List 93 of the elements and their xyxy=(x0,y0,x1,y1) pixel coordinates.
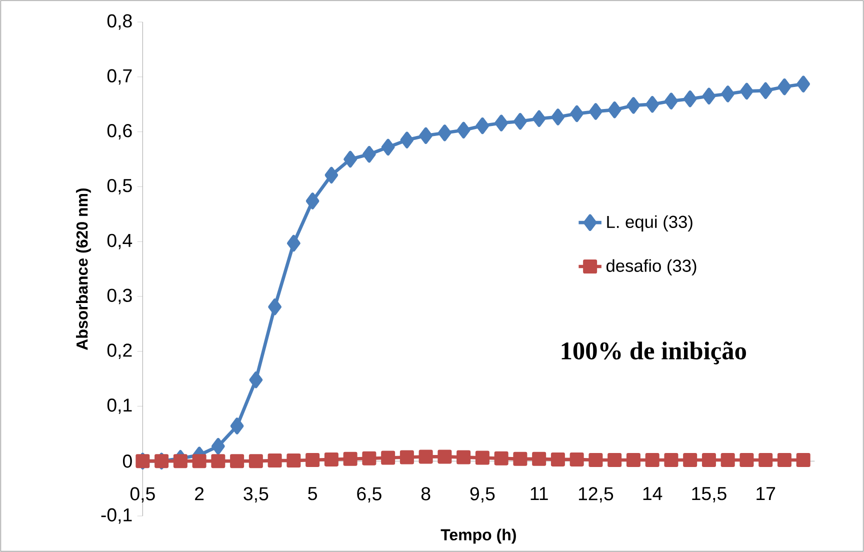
y-tick-label: -0,1 xyxy=(101,508,132,524)
point xyxy=(456,122,470,138)
x-tick-label: 2 xyxy=(195,487,204,500)
point xyxy=(551,108,565,126)
point xyxy=(381,138,395,156)
point xyxy=(173,454,188,468)
annotation: 100% de inibição xyxy=(562,342,746,364)
y-tick-label: 0 xyxy=(122,454,132,468)
point xyxy=(570,105,584,122)
y-tick-label: 0,4 xyxy=(107,234,132,250)
legend-label: L. equi (33) xyxy=(607,215,692,232)
x-tick-label: 0,5 xyxy=(130,487,155,503)
y-tick-label: 0,7 xyxy=(107,69,132,85)
point xyxy=(740,82,754,100)
point xyxy=(212,438,225,455)
point xyxy=(381,450,396,465)
point xyxy=(476,117,490,134)
point xyxy=(475,450,490,465)
x-tick-label: 5 xyxy=(308,487,317,500)
point xyxy=(248,454,263,468)
x-axis-title: Tempo (h) xyxy=(440,528,516,544)
point xyxy=(324,166,338,184)
x-tick-label: 11 xyxy=(530,487,548,500)
x-tick-label: 17 xyxy=(756,487,776,500)
x-tick-label: 3,5 xyxy=(244,487,268,503)
point xyxy=(230,418,244,434)
point xyxy=(702,88,716,104)
point xyxy=(796,76,810,92)
point xyxy=(456,450,471,464)
x-tick-label: 9,5 xyxy=(470,487,495,503)
point xyxy=(268,454,282,468)
point xyxy=(626,453,640,468)
point xyxy=(664,453,678,468)
point xyxy=(683,90,697,108)
point xyxy=(758,453,773,468)
point xyxy=(268,298,282,316)
point xyxy=(418,450,433,464)
point xyxy=(419,127,432,144)
x-tick-label: 15,5 xyxy=(692,487,726,502)
point xyxy=(608,101,622,118)
point xyxy=(438,124,452,142)
point xyxy=(588,453,603,468)
point xyxy=(532,110,546,127)
point xyxy=(344,150,357,168)
y-tick-label: 0,2 xyxy=(107,344,132,360)
x-tick-label: 14 xyxy=(643,487,662,500)
point xyxy=(362,146,376,163)
point xyxy=(608,453,622,468)
legend-label: desafio (33) xyxy=(606,259,696,276)
point xyxy=(721,86,735,102)
y-tick-label: 0,5 xyxy=(107,178,132,194)
y-tick-label: 0,6 xyxy=(107,124,132,140)
point xyxy=(230,454,244,468)
x-tick-label: 6,5 xyxy=(357,487,382,503)
point xyxy=(702,453,716,468)
point xyxy=(211,454,226,468)
point xyxy=(494,114,508,132)
point xyxy=(720,453,735,468)
point xyxy=(287,234,300,252)
y-axis-title: Absorbance (620 nm) xyxy=(76,188,91,350)
point xyxy=(683,453,698,468)
point xyxy=(550,452,565,466)
point xyxy=(645,453,660,468)
point xyxy=(646,96,659,113)
point xyxy=(740,453,754,468)
point xyxy=(249,372,263,388)
y-tick-label: 0,3 xyxy=(107,288,132,304)
point xyxy=(324,452,338,466)
point xyxy=(796,453,810,468)
point xyxy=(494,451,508,466)
point xyxy=(400,450,414,464)
x-tick-label: 12,5 xyxy=(578,487,614,503)
point xyxy=(664,92,678,110)
point xyxy=(758,82,772,99)
point xyxy=(513,452,528,466)
point xyxy=(306,453,320,468)
point xyxy=(286,454,301,468)
point xyxy=(589,103,602,120)
point xyxy=(570,452,584,466)
point xyxy=(777,453,792,468)
point xyxy=(778,78,792,96)
y-tick-label: 0,1 xyxy=(107,398,132,414)
point xyxy=(192,454,206,468)
point xyxy=(362,451,376,466)
point xyxy=(438,450,452,464)
point xyxy=(343,452,358,466)
point xyxy=(626,97,640,114)
point xyxy=(532,452,546,466)
y-tick-label: 0,8 xyxy=(107,14,132,30)
point xyxy=(400,132,414,148)
point xyxy=(306,192,320,210)
point xyxy=(514,113,527,130)
x-tick-label: 8 xyxy=(421,487,430,500)
